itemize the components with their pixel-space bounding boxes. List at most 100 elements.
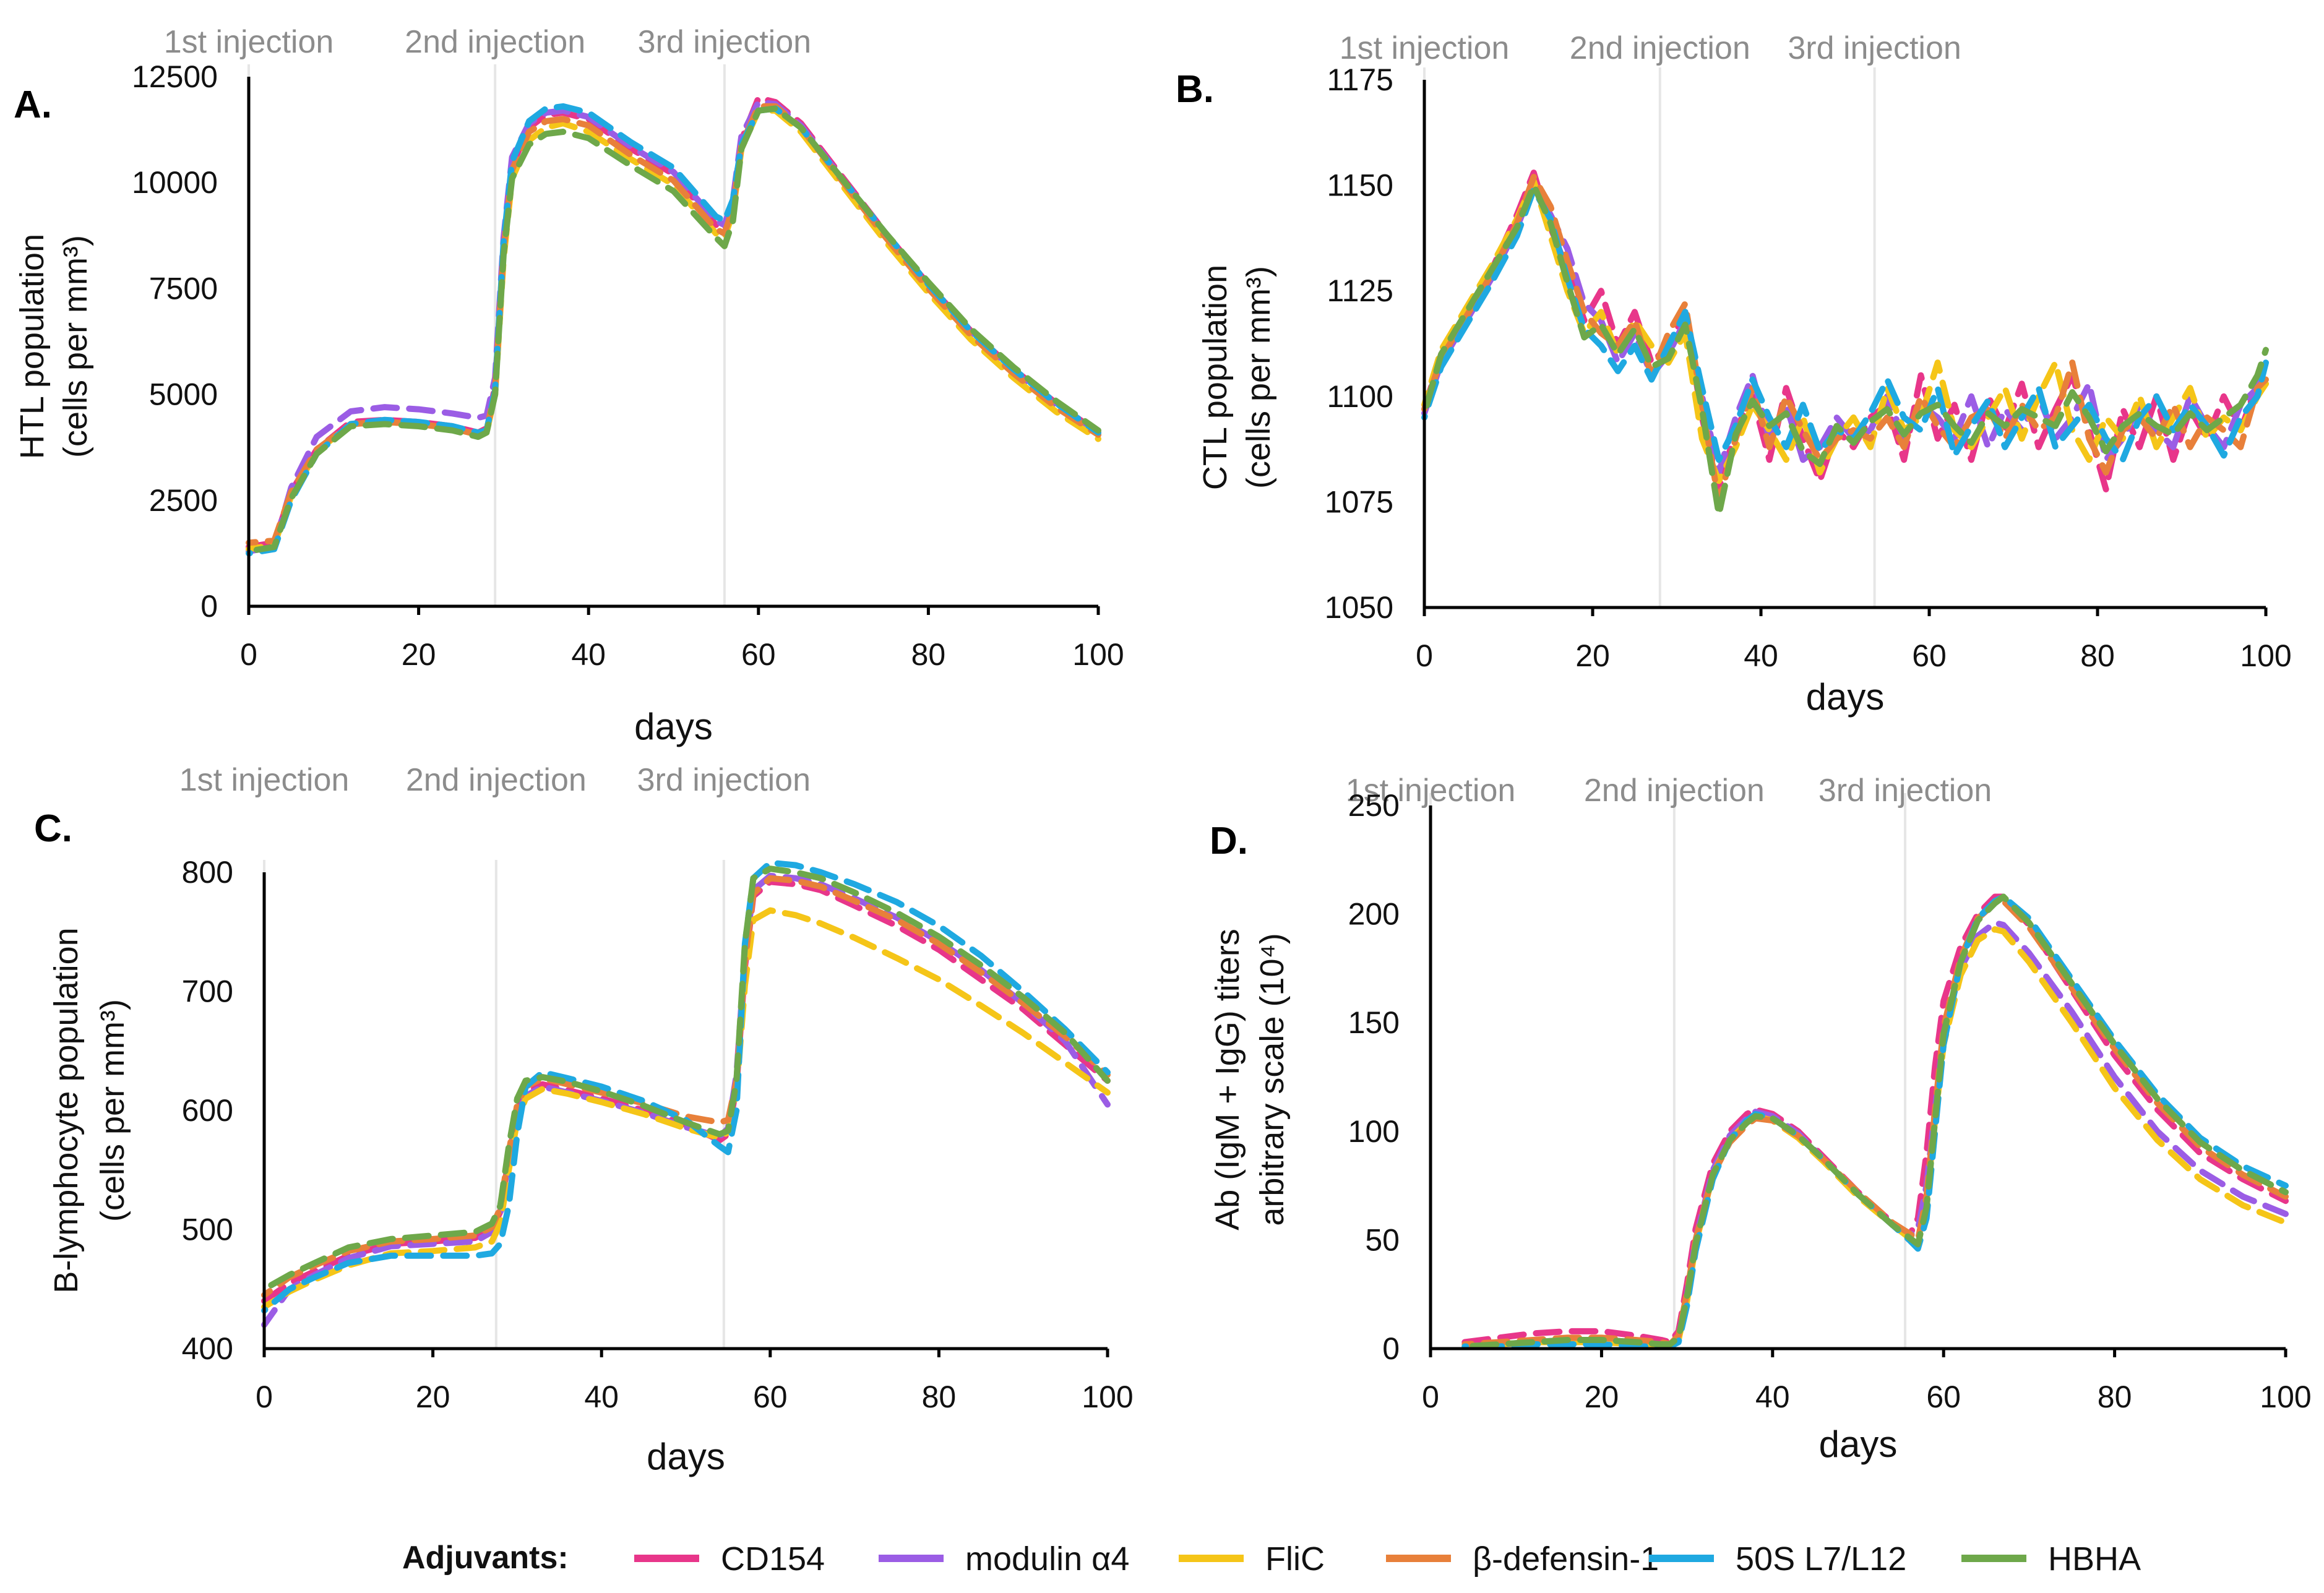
injection-label-d-3: 3rd injection [1818, 773, 1992, 809]
x-tick-label-b-1: 20 [1575, 638, 1610, 673]
series-line-d-modulin-4 [1461, 919, 2289, 1350]
x-tick-label-b-3: 60 [1912, 638, 1947, 673]
injection-label-c-3: 3rd injection [637, 762, 811, 798]
x-tick-label-c-4: 80 [922, 1380, 957, 1414]
x-tick-label-b-2: 40 [1744, 638, 1778, 673]
y-tick-label-b-3: 1125 [1327, 273, 1393, 308]
x-tick-label-d-1: 20 [1585, 1380, 1619, 1414]
series-line-a-hbha [246, 105, 1101, 554]
chart-panel-d: D. 1st injection 2nd injection 3rd injectio… [1209, 773, 2312, 1465]
injection-label-c-1: 1st injection [179, 762, 350, 798]
y-axis-label-b-line-1: CTL population [1197, 265, 1234, 490]
x-tick-label-b-0: 0 [1416, 638, 1433, 673]
legend-title: Adjuvants: [402, 1540, 569, 1576]
x-axis-label-d: days [1819, 1423, 1898, 1465]
y-tick-label-d-1: 50 [1365, 1222, 1400, 1257]
legend-label-flic: FliC [1265, 1540, 1325, 1578]
legend-label-hbha: HBHA [2048, 1540, 2141, 1578]
y-tick-label-c-0: 400 [182, 1331, 233, 1366]
y-axis-label-a-line-1: HTL population [14, 234, 51, 459]
y-tick-label-c-4: 800 [182, 855, 233, 890]
x-axis-label-a: days [634, 706, 713, 747]
x-axis-label-b: days [1806, 676, 1885, 718]
x-tick-label-d-3: 60 [1926, 1380, 1961, 1414]
y-tick-label-d-5: 250 [1348, 788, 1400, 823]
series-line-c-flic [261, 907, 1111, 1310]
injection-label-a-3: 3rd injection [638, 24, 811, 60]
series-line-d-cd154 [1461, 893, 2289, 1346]
y-tick-label-a-5: 12500 [132, 59, 218, 94]
panel-letter-b: B. [1176, 68, 1214, 111]
legend: Adjuvants: CD154 modulin α4 FliC β-defensin-… [402, 1540, 2141, 1578]
x-tick-label-d-4: 80 [2098, 1380, 2132, 1414]
legend-label-cd154: CD154 [721, 1540, 825, 1578]
injection-label-b-2: 2nd injection [1570, 30, 1750, 66]
x-tick-label-a-3: 60 [741, 637, 776, 672]
y-tick-label-b-2: 1100 [1327, 379, 1393, 414]
series-line-c-50s-l7-l12 [261, 859, 1111, 1314]
x-axis-label-c: days [647, 1436, 725, 1477]
chart-panel-c: C. 1st injection 2nd injection 3rd injectio… [34, 762, 1134, 1477]
y-tick-label-b-5: 1175 [1327, 62, 1393, 97]
x-tick-label-c-2: 40 [584, 1380, 619, 1414]
x-tick-label-b-4: 80 [2080, 638, 2115, 673]
x-tick-label-d-5: 100 [2260, 1380, 2311, 1414]
series-line-c--defensin-1 [261, 875, 1111, 1299]
y-tick-label-b-0: 1050 [1325, 590, 1393, 625]
series-line-d--defensin-1 [1461, 898, 2289, 1347]
x-tick-label-d-2: 40 [1755, 1380, 1790, 1414]
y-tick-label-a-4: 10000 [132, 165, 218, 200]
chart-panel-a: A. 1st injection 2nd injection 3rd injectio… [14, 24, 1124, 747]
y-axis-label-d-line-2: arbitrary scale (10⁴) [1254, 933, 1291, 1226]
injection-label-c-2: 2nd injection [406, 762, 587, 798]
series-line-d-50s-l7-l12 [1461, 893, 2289, 1350]
injection-label-a-1: 1st injection [164, 24, 334, 60]
series-line-b-hbha [1421, 182, 2269, 518]
legend-label-50s-l7-l12: 50S L7/L12 [1736, 1540, 1906, 1578]
injection-label-a-2: 2nd injection [405, 24, 585, 60]
y-tick-label-a-1: 2500 [149, 483, 218, 518]
x-tick-label-c-3: 60 [753, 1380, 788, 1414]
y-tick-label-d-2: 100 [1348, 1114, 1400, 1149]
y-tick-label-b-4: 1150 [1327, 168, 1393, 203]
x-tick-label-a-1: 20 [402, 637, 436, 672]
injection-label-d-1: 1st injection [1346, 773, 1516, 809]
x-tick-label-c-5: 100 [1082, 1380, 1133, 1414]
y-tick-label-d-4: 200 [1348, 897, 1400, 932]
x-tick-label-a-0: 0 [240, 637, 257, 672]
x-tick-label-a-4: 80 [911, 637, 946, 672]
y-tick-label-a-2: 5000 [149, 377, 218, 412]
y-axis-label-c-line-2: (cells per mm³) [94, 999, 131, 1222]
panel-letter-a: A. [14, 84, 52, 126]
legend-label--defensin-1: β-defensin-1 [1473, 1540, 1659, 1578]
x-tick-label-b-5: 100 [2240, 638, 2291, 673]
injection-label-b-3: 3rd injection [1788, 30, 1961, 66]
y-tick-label-a-3: 7500 [149, 271, 218, 306]
x-tick-label-a-5: 100 [1072, 637, 1124, 672]
y-axis-label-b-line-2: (cells per mm³) [1240, 266, 1277, 489]
x-tick-label-c-0: 0 [256, 1380, 273, 1414]
injection-label-d-2: 2nd injection [1584, 773, 1765, 809]
panel-letter-d: D. [1210, 820, 1248, 862]
y-tick-label-c-3: 700 [182, 974, 233, 1009]
x-tick-label-a-2: 40 [571, 637, 606, 672]
x-tick-label-d-0: 0 [1422, 1380, 1439, 1414]
y-axis-label-c-line-1: B-lymphocyte population [48, 927, 85, 1293]
y-axis-label-d-line-1: Ab (IgM + IgG) titers [1209, 929, 1246, 1230]
panel-letter-c: C. [34, 807, 72, 850]
y-tick-label-b-1: 1075 [1325, 484, 1393, 519]
y-tick-label-d-3: 150 [1348, 1005, 1400, 1040]
y-tick-label-c-2: 600 [182, 1093, 233, 1128]
y-axis-label-a-line-2: (cells per mm³) [57, 235, 94, 458]
y-tick-label-a-0: 0 [200, 589, 218, 624]
series-line-b-flic [1421, 178, 2269, 484]
legend-label-modulin-4: modulin α4 [965, 1540, 1129, 1578]
series-line-d-hbha [1461, 893, 2289, 1350]
injection-label-b-1: 1st injection [1340, 30, 1510, 66]
chart-panel-b: B. 1st injection 2nd injection 3rd injectio… [1176, 30, 2292, 718]
series-line-c-hbha [261, 865, 1111, 1292]
x-tick-label-c-1: 20 [416, 1380, 450, 1414]
y-tick-label-c-1: 500 [182, 1213, 233, 1247]
y-tick-label-d-0: 0 [1382, 1331, 1400, 1366]
